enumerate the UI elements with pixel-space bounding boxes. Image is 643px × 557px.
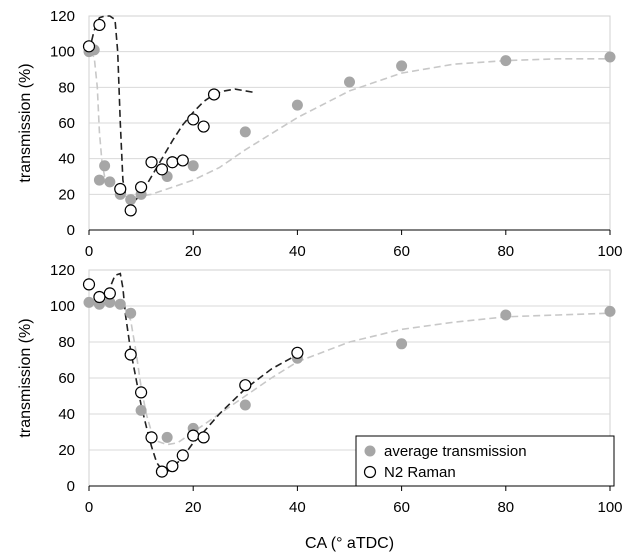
data-point-open bbox=[155, 163, 169, 176]
data-point-filled bbox=[125, 194, 137, 206]
y-tick-label: 60 bbox=[58, 115, 75, 132]
legend-marker-filled bbox=[364, 445, 376, 457]
data-point-open bbox=[291, 346, 304, 359]
data-point-open bbox=[124, 348, 137, 361]
x-tick-label: 60 bbox=[393, 499, 410, 516]
data-point-open bbox=[135, 386, 148, 399]
x-tick-label: 100 bbox=[597, 243, 622, 260]
y-tick-label: 80 bbox=[58, 79, 75, 96]
trendline-2 bbox=[89, 15, 256, 203]
y-tick-label: 40 bbox=[58, 151, 75, 168]
y-tick-label: 0 bbox=[67, 222, 75, 239]
x-axis-label: CA (° aTDC) bbox=[305, 535, 394, 552]
data-point-filled bbox=[344, 76, 355, 88]
data-point-filled bbox=[161, 431, 173, 443]
data-point-filled bbox=[396, 60, 408, 72]
x-tick-label: 0 bbox=[85, 499, 93, 516]
data-point-open bbox=[197, 120, 210, 133]
y-tick-label: 0 bbox=[67, 478, 75, 495]
data-point-open bbox=[82, 278, 96, 291]
y-tick-label: 120 bbox=[50, 8, 75, 25]
data-point-open bbox=[135, 181, 148, 194]
y-tick-label: 40 bbox=[58, 406, 75, 423]
data-point-open bbox=[145, 431, 158, 444]
data-point-filled bbox=[114, 298, 126, 310]
data-point-filled bbox=[125, 307, 137, 319]
data-point-filled bbox=[500, 309, 512, 321]
data-point-filled bbox=[239, 126, 251, 138]
x-tick-label: 20 bbox=[185, 499, 202, 516]
legend-marker-open bbox=[363, 465, 377, 479]
data-point-filled bbox=[291, 99, 303, 111]
data-point-filled bbox=[396, 338, 408, 350]
x-tick-label: 40 bbox=[289, 499, 306, 516]
y-tick-label: 100 bbox=[50, 298, 75, 315]
y-tick-label: 20 bbox=[58, 186, 75, 203]
data-point-filled bbox=[99, 160, 111, 172]
data-point-open bbox=[207, 88, 221, 101]
x-tick-label: 80 bbox=[497, 499, 514, 516]
data-point-open bbox=[166, 460, 179, 473]
data-point-filled bbox=[500, 55, 512, 67]
x-tick-label: 20 bbox=[185, 243, 202, 260]
data-point-open bbox=[114, 182, 127, 196]
data-point-open bbox=[166, 156, 179, 169]
x-tick-label: 0 bbox=[85, 243, 93, 260]
data-point-filled bbox=[93, 174, 105, 186]
legend-box bbox=[355, 435, 615, 487]
legend-label: average transmission bbox=[384, 443, 527, 460]
data-point-filled bbox=[239, 399, 251, 411]
legend: average transmission N2 Raman bbox=[355, 435, 615, 487]
chart-panel-2: 0 20 40 60 80 100 120 0 20 40 60 80 100 transmission … bbox=[17, 262, 623, 552]
x-tick-label: 60 bbox=[393, 243, 410, 260]
data-point-filled bbox=[604, 51, 616, 63]
data-point-open bbox=[176, 154, 189, 167]
trendline-1 bbox=[89, 301, 610, 446]
data-point-open bbox=[145, 156, 158, 169]
data-point-open bbox=[187, 113, 200, 126]
y-tick-label: 120 bbox=[50, 262, 75, 279]
data-point-filled bbox=[187, 160, 199, 172]
legend-label: N2 Raman bbox=[384, 464, 456, 481]
y-tick-label: 60 bbox=[58, 370, 75, 387]
data-point-open bbox=[239, 379, 252, 392]
y-axis-label: transmission (%) bbox=[17, 318, 34, 437]
data-point-open bbox=[155, 465, 169, 478]
y-tick-label: 80 bbox=[58, 334, 75, 351]
data-point-open bbox=[176, 449, 189, 462]
y-tick-label: 20 bbox=[58, 442, 75, 459]
data-point-open bbox=[103, 287, 116, 300]
data-point-filled bbox=[135, 404, 147, 416]
data-point-open bbox=[124, 204, 137, 217]
data-point-open bbox=[93, 18, 106, 32]
y-tick-label: 100 bbox=[50, 44, 75, 61]
y-axis-label: transmission (%) bbox=[17, 63, 34, 182]
data-point-filled bbox=[83, 296, 95, 308]
data-point-open bbox=[187, 429, 200, 442]
data-point-open bbox=[197, 431, 210, 444]
data-point-filled bbox=[104, 176, 116, 188]
x-tick-label: 80 bbox=[497, 243, 514, 260]
chart-panel-1: 0 20 40 60 80 100 120 0 20 40 60 80 100 transmission … bbox=[17, 8, 623, 260]
data-point-open bbox=[82, 40, 96, 53]
x-tick-label: 100 bbox=[597, 499, 622, 516]
x-tick-label: 40 bbox=[289, 243, 306, 260]
data-point-filled bbox=[104, 296, 116, 308]
data-point-filled bbox=[604, 305, 616, 317]
data-point-open bbox=[93, 290, 106, 304]
